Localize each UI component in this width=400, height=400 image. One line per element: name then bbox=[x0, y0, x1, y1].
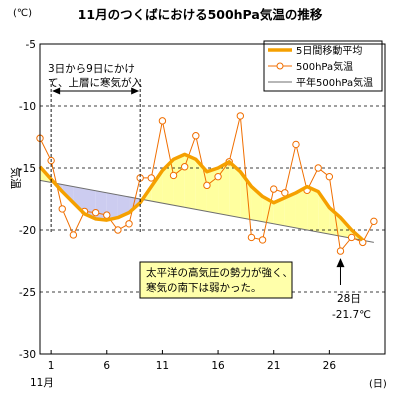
daily-point bbox=[114, 226, 122, 234]
y-tick-label: -10 bbox=[19, 101, 36, 113]
y-axis-label: 気温 bbox=[9, 167, 23, 189]
plot-frame bbox=[39, 43, 386, 355]
cold-area bbox=[117, 194, 130, 218]
y-tick-labels: -5 -10 -15 -20 -25 -30 bbox=[19, 39, 36, 361]
daily-point bbox=[258, 236, 267, 244]
x-tick-label: 1 bbox=[48, 360, 55, 372]
daily-series bbox=[36, 112, 378, 255]
daily-point bbox=[325, 172, 334, 181]
cold-bracket-arrow-right bbox=[131, 87, 140, 95]
note-box bbox=[139, 261, 293, 299]
warm-area bbox=[307, 186, 319, 233]
grid-lines bbox=[40, 105, 385, 354]
warm-area bbox=[173, 154, 185, 208]
high-pressure-note: 太平洋の高気圧の勢力が強く、 寒気の南下は弱かった。 bbox=[139, 261, 293, 299]
legend-label-daily: 500hPa気温 bbox=[296, 60, 353, 73]
warm-area bbox=[162, 159, 174, 206]
daily-point bbox=[292, 140, 300, 149]
x-tick-label: 16 bbox=[211, 360, 225, 372]
cold-bracket-arrow-left bbox=[52, 87, 61, 95]
cold-period-text-1: 3日から9日にかけ bbox=[48, 63, 135, 75]
daily-point bbox=[180, 163, 189, 171]
note-text-1: 太平洋の高気圧の勢力が強く、 bbox=[146, 266, 293, 279]
warm-area bbox=[329, 207, 341, 237]
normal-line bbox=[39, 179, 374, 243]
daily-point bbox=[236, 112, 245, 120]
daily-point bbox=[347, 233, 356, 242]
daily-point bbox=[91, 208, 100, 217]
x-tick-label: 26 bbox=[323, 360, 337, 372]
legend: 5日間移動平均 500hPa気温 平年500hPa気温 bbox=[263, 40, 383, 92]
warm-area bbox=[151, 170, 163, 204]
warm-area bbox=[295, 186, 308, 230]
daily-point bbox=[370, 217, 378, 226]
daily-point bbox=[169, 171, 178, 180]
legend-label-avg: 5日間移動平均 bbox=[296, 44, 362, 57]
cold-period-bracket bbox=[50, 79, 141, 232]
x-tick-labels: 1 6 11 16 21 26 bbox=[48, 360, 337, 372]
normal-series bbox=[39, 179, 374, 243]
y-tick-label: -30 bbox=[19, 349, 36, 361]
day28-annotation: 28日 -21.7℃ bbox=[332, 258, 371, 321]
x-unit: (日) bbox=[369, 379, 387, 390]
x-tick-label: 11 bbox=[156, 360, 169, 372]
moving-average-line bbox=[38, 152, 364, 242]
daily-point bbox=[203, 181, 211, 190]
cold-period-text-2: て、上層に寒気が入 bbox=[48, 76, 142, 89]
legend-marker-daily bbox=[276, 62, 284, 70]
y-tick-label: -25 bbox=[19, 287, 36, 299]
daily-point bbox=[58, 205, 66, 213]
cold-period-note: 3日から9日にかけ て、上層に寒気が入 bbox=[48, 63, 142, 232]
daily-point bbox=[270, 185, 278, 193]
month-label: 11月 bbox=[30, 377, 54, 389]
arrow-head bbox=[336, 258, 345, 268]
daily-point bbox=[192, 132, 200, 140]
warm-area bbox=[273, 197, 285, 226]
daily-point bbox=[158, 117, 167, 125]
daily-point bbox=[69, 231, 78, 239]
warm-area bbox=[284, 192, 296, 228]
daily-point bbox=[336, 247, 345, 255]
chart-title: 11月のつくばにおける500hPa気温の推移 bbox=[78, 7, 323, 22]
daily-point bbox=[214, 172, 222, 181]
daily-point bbox=[147, 174, 155, 182]
x-tick-label: 21 bbox=[267, 360, 280, 372]
y-tick-label: -20 bbox=[19, 225, 36, 237]
y-tick-label: -5 bbox=[26, 39, 36, 51]
note-text-2: 寒気の南下は弱かった。 bbox=[146, 281, 262, 294]
daily-point bbox=[314, 164, 322, 172]
daily-point bbox=[125, 220, 133, 228]
moving-average-series bbox=[38, 152, 364, 242]
legend-label-normal: 平年500hPa気温 bbox=[296, 76, 373, 89]
day28-value: -21.7℃ bbox=[332, 309, 371, 321]
cold-area bbox=[73, 186, 85, 214]
daily-point bbox=[103, 211, 111, 219]
daily-point bbox=[247, 233, 256, 242]
x-tick-label: 6 bbox=[103, 360, 110, 372]
y-tick-label: -15 bbox=[19, 163, 36, 175]
warm-area bbox=[229, 161, 241, 218]
warm-area bbox=[318, 191, 330, 235]
y-unit: (℃) bbox=[13, 8, 32, 19]
day28-label: 28日 bbox=[337, 293, 361, 305]
